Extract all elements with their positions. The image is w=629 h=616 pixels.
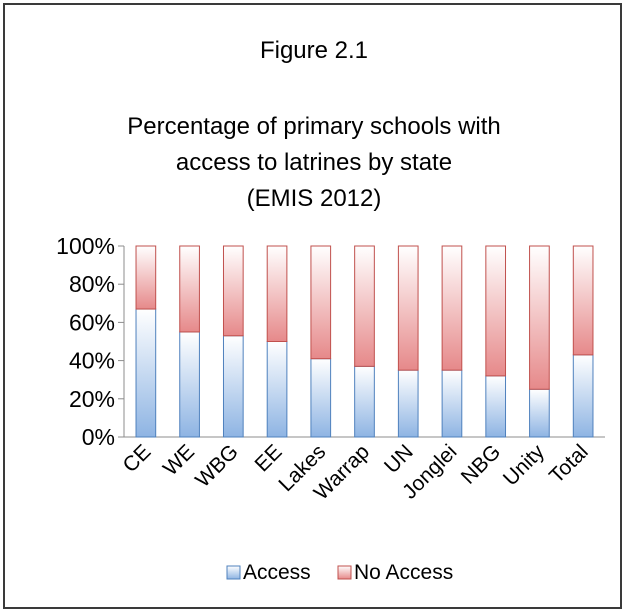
legend-label-no-access: No Access (354, 561, 453, 584)
y-tick-label: 80% (69, 271, 115, 297)
bar-no-access-unity (529, 245, 550, 390)
chart-title-line-3: (EMIS 2012) (247, 185, 382, 212)
legend: Access No Access (226, 561, 453, 584)
bar-no-access-ee (266, 245, 288, 342)
x-category-label: EE (251, 440, 287, 476)
y-tick-label: 0% (82, 424, 115, 450)
chart-title-line-1: Percentage of primary schools with (127, 113, 501, 140)
bar-no-access-lakes (310, 245, 332, 360)
y-tick-label: 40% (69, 348, 115, 374)
bar-access-jonglei (441, 369, 463, 438)
x-category-label: NBG (457, 440, 505, 488)
bar-no-access-warrap (354, 245, 375, 367)
bar-access-wbg (222, 335, 244, 438)
bar-no-access-we (179, 245, 200, 333)
legend-swatch-no-access (337, 565, 352, 580)
bar-no-access-nbg (485, 245, 507, 377)
bar-access-unity (529, 388, 550, 438)
chart-title-line-2: access to latrines by state (176, 149, 452, 176)
bar-no-access-un (397, 245, 419, 371)
x-category-label: Unity (499, 440, 549, 490)
bar-access-nbg (485, 375, 507, 438)
legend-label-access: Access (243, 561, 311, 584)
bar-access-warrap (354, 365, 375, 438)
figure-label: Figure 2.1 (260, 37, 368, 64)
y-tick-label: 20% (69, 386, 115, 412)
bar-access-total (572, 354, 594, 438)
bar-access-we (179, 331, 200, 438)
bar-access-lakes (310, 358, 332, 438)
x-category-label: Total (545, 440, 593, 488)
y-tick-label: 100% (56, 233, 115, 259)
bar-no-access-wbg (222, 245, 244, 337)
bar-access-ce (135, 308, 157, 438)
bar-no-access-jonglei (441, 245, 463, 371)
x-category-label: WBG (191, 440, 243, 492)
bar-no-access-ce (135, 245, 157, 310)
y-tick-label: 60% (69, 309, 115, 335)
bar-access-un (397, 369, 419, 438)
bar-no-access-total (572, 245, 594, 356)
x-category-label: CE (118, 440, 155, 477)
bar-access-ee (266, 341, 288, 438)
legend-swatch-access (226, 565, 241, 580)
